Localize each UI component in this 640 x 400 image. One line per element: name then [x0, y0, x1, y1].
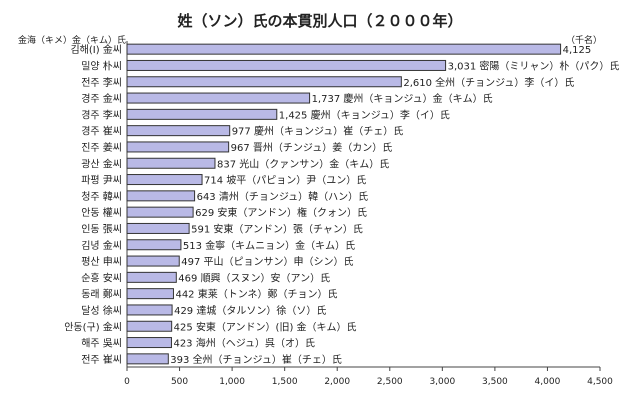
- x-tick-label: 2,500: [377, 377, 403, 387]
- header-note: 金海（キメ）金（キム）氏: [18, 36, 127, 46]
- bar: [126, 337, 172, 349]
- category-label: 경주 金씨: [81, 92, 122, 105]
- category-label: 동래 鄭씨: [81, 288, 122, 301]
- value-label: 714 坡平（パピョン）尹（ユン）氏: [204, 174, 366, 187]
- category-label: 파평 尹씨: [81, 175, 122, 187]
- bar: [126, 288, 174, 300]
- unit-label: （千名）: [566, 36, 603, 46]
- category-label: 김녕 金씨: [81, 239, 122, 252]
- value-label: 977 慶州（キョンジュ）崔（チェ）氏: [232, 125, 404, 138]
- category-label: 달성 徐씨: [81, 304, 122, 317]
- x-tick-label: 3,500: [482, 377, 508, 387]
- value-label: 4,125: [563, 45, 592, 56]
- value-label: 513 金寧（キムニョン）金（キム）氏: [183, 239, 355, 252]
- value-label: 1,737 慶州（キョンジュ）金（キム）氏: [312, 92, 493, 105]
- bar: [126, 43, 562, 55]
- value-label: 3,031 密陽（ミリャン）朴（パク）氏: [448, 59, 620, 72]
- category-label: 평산 申씨: [81, 255, 122, 268]
- bar: [126, 255, 180, 267]
- category-label: 진주 姜씨: [81, 141, 122, 154]
- bar: [126, 108, 278, 120]
- bar: [126, 141, 230, 153]
- bar: [126, 76, 402, 88]
- x-tick-label: 1,000: [219, 377, 245, 387]
- value-label: 469 順興（スヌン）安（アン）氏: [178, 271, 330, 284]
- value-label: 425 安東（アンドン）(旧) 金（キム）氏: [174, 320, 357, 333]
- x-tick-label: 500: [171, 377, 188, 387]
- bar: [126, 190, 196, 202]
- value-label: 837 光山（クァンサン）金（キム）氏: [217, 157, 389, 170]
- bar: [126, 239, 182, 251]
- value-label: 429 達城（タルソン）徐（ソ）氏: [174, 304, 326, 317]
- bar: [126, 59, 447, 71]
- category-label: 경주 李씨: [81, 108, 122, 121]
- x-tick-label: 1,500: [272, 377, 298, 387]
- value-label: 629 安東（アンドン）権（クォン）氏: [195, 206, 367, 219]
- category-label: 순흥 安씨: [81, 271, 122, 284]
- category-label: 인동 張씨: [81, 223, 122, 235]
- value-label: 2,610 全州（チョンジュ）李（イ）氏: [403, 76, 574, 89]
- x-tick-label: 3,000: [429, 377, 455, 387]
- bar: [126, 353, 169, 365]
- bar: [126, 174, 203, 186]
- bar: [126, 304, 173, 316]
- value-label: 497 平山（ピョンサン）申（シン）氏: [181, 255, 353, 268]
- chart-title: 姓（ソン）氏の本貫別人口（２０００年）: [177, 12, 463, 30]
- category-label: 안동(구) 金씨: [64, 320, 122, 333]
- category-label: 경주 崔씨: [81, 125, 122, 138]
- value-label: 442 東莱（トンネ）鄭（チョン）氏: [175, 288, 337, 301]
- value-label: 423 海州（ヘジュ）呉（オ）氏: [173, 337, 315, 350]
- value-label: 967 晋州（チンジュ）姜（カン）氏: [231, 141, 393, 154]
- category-label: 전주 李씨: [81, 76, 122, 89]
- bar: [126, 92, 311, 104]
- bar: [126, 206, 194, 218]
- bar: [126, 222, 190, 234]
- x-tick-label: 4,500: [587, 377, 613, 387]
- value-label: 643 清州（チョンジュ）韓（ハン）氏: [197, 190, 369, 203]
- value-label: 1,425 慶州（キョンジュ）李（イ）氏: [279, 108, 450, 121]
- x-tick-label: 4,000: [535, 377, 561, 387]
- category-label: 해주 吳씨: [81, 337, 122, 350]
- category-label: 밀양 朴씨: [81, 59, 122, 72]
- category-label: 청주 韓씨: [81, 191, 122, 203]
- x-tick-label: 0: [124, 377, 130, 387]
- bar: [126, 125, 231, 137]
- bar: [126, 157, 216, 169]
- x-tick-label: 2,000: [324, 377, 350, 387]
- category-label: 김해(I) 金씨: [70, 43, 122, 56]
- category-label: 광산 金씨: [81, 157, 122, 170]
- category-label: 안동 權씨: [81, 206, 122, 219]
- category-label: 전주 崔씨: [81, 353, 122, 366]
- bar: [126, 320, 173, 332]
- value-label: 393 全州（チョンジュ）崔（チェ）氏: [170, 353, 342, 366]
- bar: [126, 271, 177, 283]
- value-label: 591 安東（アンドン）張（チャン）氏: [191, 222, 363, 235]
